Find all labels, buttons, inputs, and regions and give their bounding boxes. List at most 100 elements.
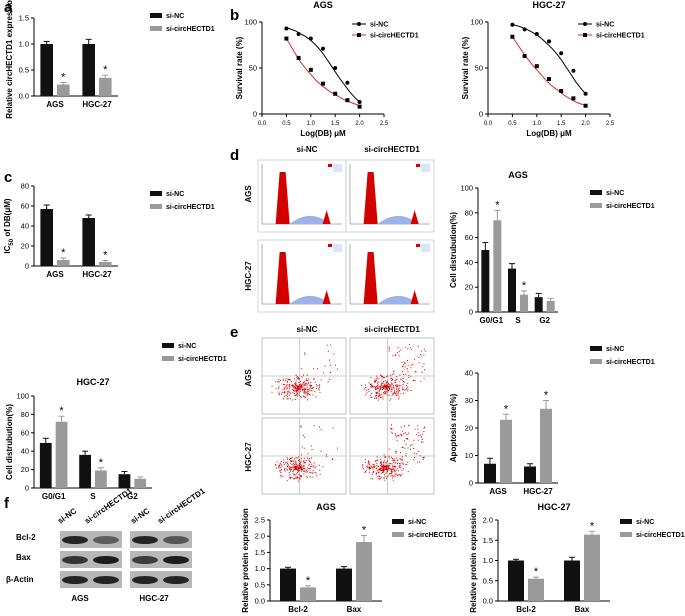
f1-significance-star: *	[362, 525, 367, 537]
d2-ytick-label: 60	[21, 428, 29, 437]
d1-legend-label-kd: si-circHECTD1	[606, 203, 655, 210]
b1-legend-label-ctrl: si-NC	[370, 22, 388, 29]
b1-point-kd	[357, 104, 362, 109]
b2-xtick-label: 0.5	[508, 121, 517, 127]
blot-hgc27-band	[163, 576, 189, 584]
d1-category-label: S	[515, 316, 521, 325]
b1-xtick-label: 1.0	[307, 121, 316, 127]
blot-col-label-3: si-NC	[129, 506, 151, 525]
blot-row-label-actin: β-Actin	[6, 575, 34, 584]
b1-point-kd	[321, 81, 325, 86]
e-significance-star: *	[544, 390, 549, 402]
f2-ylabel: Relative protein expression	[469, 508, 478, 613]
f1-bar-ctrl	[280, 568, 296, 601]
b1-xlabel: Log(DB) μM	[300, 129, 346, 138]
d1-ytick-label: 0	[469, 308, 473, 317]
b2-point-ctrl	[571, 68, 576, 73]
f1-legend-label-kd: si-circHECTD1	[408, 532, 457, 539]
a-legend-label-kd: si-circHECTD1	[166, 26, 215, 33]
d1-ytick-label: 60	[465, 233, 473, 242]
c-significance-star: *	[61, 247, 66, 259]
d-col-label-1: si-NC	[297, 145, 318, 154]
f2-significance-star: *	[534, 566, 539, 578]
flow-histogram-ags-kd	[345, 159, 435, 233]
flow-histogram-hgc-kd-legend-box	[421, 244, 430, 252]
c-ytick-label: 60	[21, 202, 29, 211]
c-ytick-label: 20	[21, 242, 29, 251]
a-bar-ctrl	[40, 44, 53, 96]
e-ytick-label: 20	[465, 424, 473, 433]
b1-point-kd	[345, 98, 350, 103]
d2-category-label: G0/G1	[42, 492, 66, 501]
d2-bar-ctrl	[118, 474, 131, 488]
f1-ytick-label: 2.5	[255, 516, 265, 525]
flow-dotplot-ags-sinc	[261, 337, 347, 415]
f1-legend-swatch-kd	[392, 532, 404, 537]
b1-legend-label-kd: si-circHECTD1	[370, 33, 419, 40]
panel-label-d: d	[230, 147, 239, 164]
d2-bar-ctrl	[79, 454, 91, 488]
c-category-label: AGS	[46, 270, 64, 279]
b2-legend-marker-kd	[583, 33, 587, 37]
f2-bar-kd	[584, 534, 600, 601]
b2-point-kd	[522, 54, 527, 59]
e-significance-star: *	[504, 403, 509, 415]
b1-ytick-label: 100	[244, 18, 257, 27]
f1-title: AGS	[316, 502, 336, 512]
d2-ytick-label: 0	[25, 484, 29, 493]
f1-legend-swatch-ctrl	[392, 519, 404, 524]
flow-histogram-ags-sinc-legend-box	[333, 164, 342, 172]
e-row-label-1: AGS	[244, 369, 253, 387]
d-row-label-1: AGS	[244, 185, 253, 203]
f1-ytick-label: 1.0	[255, 564, 265, 573]
d1-legend-swatch-kd	[590, 203, 602, 208]
b2-point-ctrl	[510, 22, 515, 27]
b2-point-ctrl	[534, 31, 539, 36]
blot-row-label-bcl2: Bcl-2	[16, 533, 36, 542]
b2-point-kd	[547, 77, 551, 82]
flow-histogram-hgc-sinc	[257, 239, 347, 313]
b2-ytick-label: 0	[479, 110, 483, 119]
f1-bar-kd	[300, 587, 316, 601]
d1-title: AGS	[508, 170, 528, 180]
panel-label-e: e	[230, 324, 238, 341]
a-ytick-label: 0.0	[19, 92, 29, 101]
blot-hgc27-band	[132, 556, 158, 564]
b2-point-ctrl	[559, 51, 564, 56]
blot-ags-band	[62, 556, 88, 564]
chart-f2: 0.0 0.5 1.0 1.5 2.0 Relative protein expressi…	[469, 502, 685, 614]
flow-histogram-ags-kd-g2-peak	[410, 210, 419, 224]
d2-legend-swatch-kd	[162, 356, 174, 361]
d2-legend-label-kd: si-circHECTD1	[178, 356, 227, 363]
chart-c: 0 20 40 60 80 IC50 of DB(μM) AGS HGC-27 * * si-NC s…	[3, 182, 215, 280]
f2-legend-swatch-ctrl	[620, 519, 632, 524]
a-bar-ctrl	[82, 44, 95, 96]
blot-ags-band	[62, 576, 88, 584]
flow-histogram-ags-kd-s-phase	[377, 215, 413, 224]
f2-bar-ctrl	[564, 560, 580, 601]
flow-histogram-ags-sinc-s-phase	[289, 215, 325, 224]
b2-point-kd	[583, 103, 588, 108]
b1-title: AGS	[313, 0, 333, 10]
f1-legend-label-ctrl: si-NC	[408, 519, 426, 526]
e-legend-swatch-kd	[590, 359, 602, 364]
a-legend-swatch-kd	[150, 26, 162, 31]
blot-layer	[60, 531, 192, 588]
chart-d1: 0 20 40 60 80 100 Cell distrubution(%) AGS G0/G1…	[449, 170, 655, 325]
c-ytick-label: 80	[21, 182, 29, 191]
flow-dotplot-hgc-sinc	[261, 417, 347, 495]
b1-xtick-label: 0.5	[282, 121, 291, 127]
blot-ags	[60, 531, 122, 588]
flow-dotplot-hgc-kd	[349, 417, 435, 495]
blot-row-label-bax: Bax	[16, 553, 31, 562]
d2-ytick-label: 100	[16, 392, 29, 401]
b2-legend-label-ctrl: si-NC	[596, 22, 614, 29]
e-ytick-label: 40	[465, 369, 473, 378]
d2-significance-star: *	[99, 457, 104, 469]
a-category-label: HGC-27	[82, 100, 112, 109]
d1-category-label: G0/G1	[480, 316, 504, 325]
e-bar-kd	[540, 408, 552, 483]
flow-histogram-ags-sinc-g2-peak	[322, 210, 331, 224]
